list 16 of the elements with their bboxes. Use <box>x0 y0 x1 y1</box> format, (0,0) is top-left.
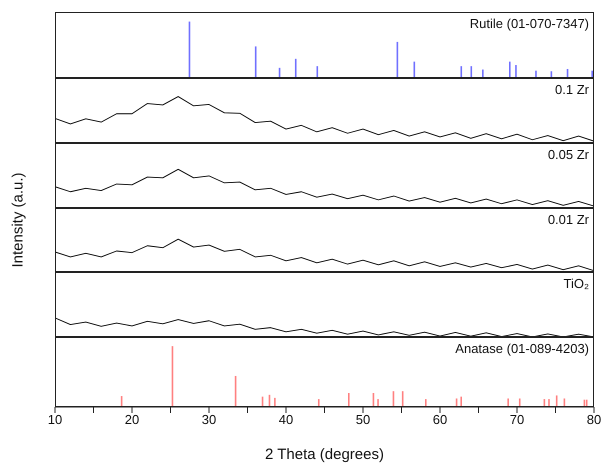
text: 0.05 Zr <box>548 147 589 162</box>
text: TiO₂ <box>563 276 589 291</box>
x-tick-label: 70 <box>510 412 524 428</box>
x-axis-title: 2 Theta (degrees) <box>265 446 384 463</box>
x-tick-label: 20 <box>124 412 140 428</box>
x-tick-label: 10 <box>48 412 62 428</box>
annotation: Rutile (01-070-7347) <box>470 16 589 31</box>
y-axis-title: Intensity (a.u.) <box>10 172 26 268</box>
x-tick-label: 30 <box>202 412 216 428</box>
x-tick-label: 60 <box>432 412 448 428</box>
x-tick-label: 80 <box>586 412 602 428</box>
annotation: 0.1 Zr <box>555 82 589 97</box>
x-tick-label: 50 <box>356 412 370 428</box>
annotation: Anatase (01-089-4203) <box>455 341 589 356</box>
text: 0.01 Zr <box>548 212 589 227</box>
x-tick-label: 40 <box>278 412 294 428</box>
